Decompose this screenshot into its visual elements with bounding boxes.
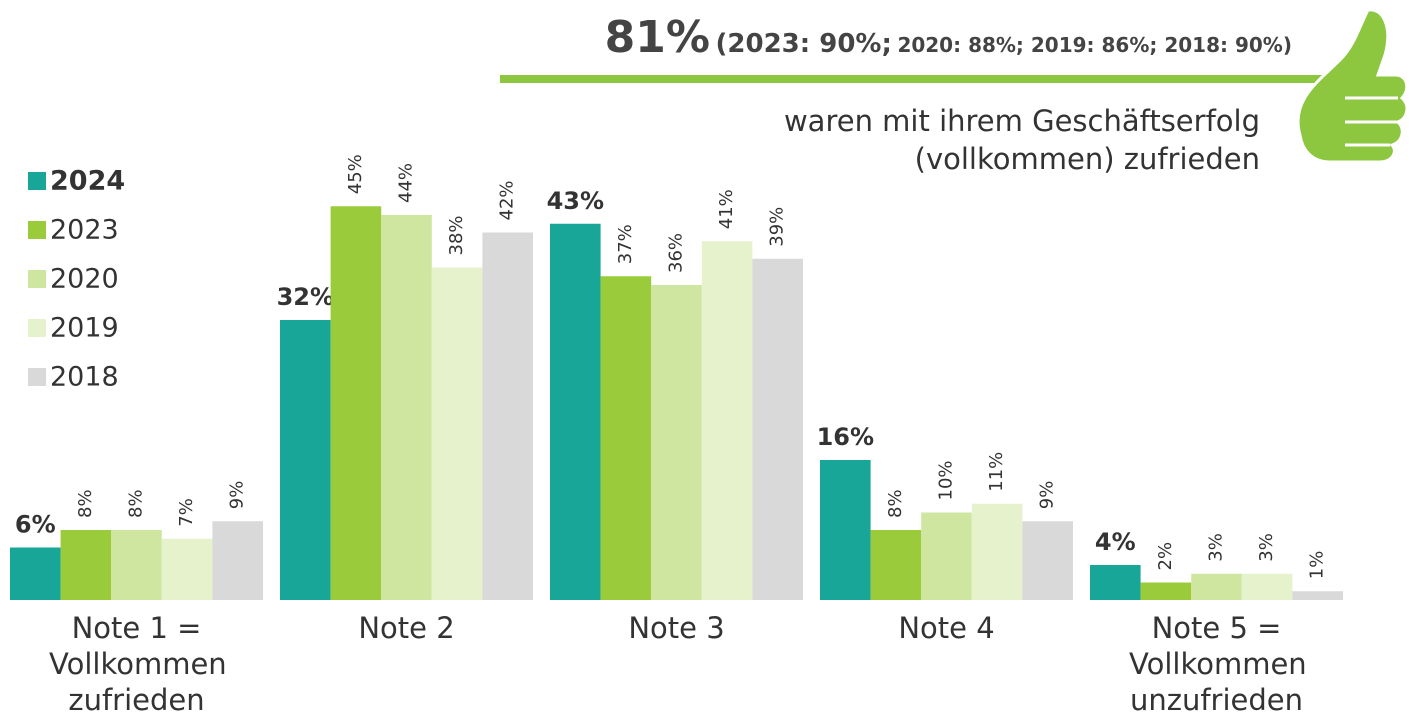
bar: [550, 223, 601, 600]
bar: [280, 320, 331, 600]
thumb-icon: [1296, 8, 1409, 164]
bar: [1292, 591, 1343, 600]
legend-label: 2019: [50, 313, 119, 344]
bar: [431, 267, 483, 600]
headline: 81% (2023: 90%; 2020: 88%; 2019: 86%; 20…: [605, 12, 1292, 63]
bar: [701, 241, 753, 600]
legend-label: 2020: [50, 264, 119, 295]
value-label: 10%: [936, 460, 957, 500]
bar: [870, 530, 922, 600]
value-label: 45%: [345, 154, 366, 194]
bar: [752, 258, 803, 600]
value-label: 38%: [446, 215, 467, 255]
bar: [820, 460, 871, 600]
bar: [1090, 565, 1141, 600]
legend-swatch: [28, 172, 46, 190]
value-label: 3%: [1256, 533, 1277, 562]
value-label: 41%: [716, 189, 737, 229]
value-label: 2%: [1155, 542, 1176, 571]
legend-label: 2024: [50, 166, 125, 197]
value-label: 3%: [1206, 533, 1227, 562]
value-label: 1%: [1307, 551, 1328, 580]
value-label: 8%: [75, 489, 96, 518]
legend-swatch: [28, 368, 46, 386]
x-tick-label: Note 2: [358, 611, 455, 645]
bar: [1241, 573, 1293, 600]
value-label: 11%: [986, 452, 1007, 492]
headline-part: (2023: 90%;: [715, 29, 892, 59]
value-label: 37%: [615, 224, 636, 264]
legend-label: 2018: [50, 362, 119, 393]
bar: [381, 215, 432, 600]
headline-part: 2020: 88%; 2019: 86%; 2018: 90%): [897, 33, 1292, 57]
bar: [161, 538, 213, 600]
subtitle-line: waren mit ihrem Geschäftserfolg: [783, 104, 1260, 138]
value-label: 8%: [885, 489, 906, 518]
value-label: 16%: [817, 423, 874, 451]
value-label: 42%: [497, 180, 518, 220]
bar: [1191, 573, 1242, 600]
value-label: 8%: [126, 489, 147, 518]
bar: [10, 547, 61, 600]
legend-swatch: [28, 221, 46, 239]
value-label: 39%: [767, 207, 788, 247]
bar: [482, 232, 533, 600]
bar: [60, 530, 112, 600]
value-label: 7%: [176, 498, 197, 527]
bar: [212, 521, 263, 600]
bar: [1140, 582, 1192, 600]
x-tick-label: Note 3: [628, 611, 725, 645]
bar: [971, 503, 1023, 600]
value-label: 44%: [396, 163, 417, 203]
x-tick-label: Note 4: [898, 611, 995, 645]
legend-swatch: [28, 270, 46, 288]
bar: [111, 530, 162, 600]
value-label: 43%: [547, 187, 604, 215]
value-label: 6%: [15, 511, 56, 539]
headline-main: 81%: [604, 12, 710, 63]
legend-label: 2023: [50, 215, 119, 246]
x-tick-label: Note 1 = Vollkommen zufrieden: [49, 611, 227, 717]
bar: [600, 276, 652, 600]
value-label: 9%: [1037, 481, 1058, 510]
subtitle-line: (vollkommen) zufrieden: [914, 142, 1260, 176]
bar: [1022, 521, 1073, 600]
value-label: 9%: [227, 481, 248, 510]
bar: [651, 285, 702, 600]
bar: [330, 206, 382, 600]
subtitle: waren mit ihrem Geschäftserfolg (vollkomm…: [784, 102, 1260, 178]
legend-swatch: [28, 319, 46, 337]
value-label: 4%: [1095, 528, 1136, 556]
x-tick-label: Note 5 = Vollkommen unzufrieden: [1129, 611, 1307, 717]
value-label: 32%: [277, 283, 334, 311]
value-label: 36%: [666, 233, 687, 273]
bar: [921, 512, 972, 600]
